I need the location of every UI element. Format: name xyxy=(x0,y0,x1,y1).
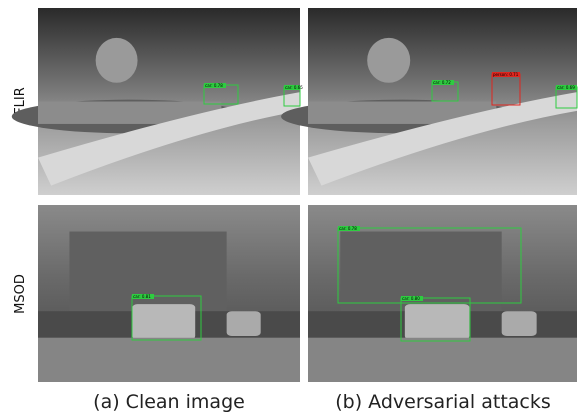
det-label: car: 0.80 xyxy=(402,296,420,301)
image xyxy=(281,8,577,195)
det-label: car: 0.78 xyxy=(339,226,357,231)
figure: FLIR MSOD car: 0.78 car: 0.65 car: 0.72 … xyxy=(0,0,583,418)
row-label: MSOD xyxy=(13,274,28,314)
det-label: car: 0.65 xyxy=(285,85,303,90)
image xyxy=(308,205,577,382)
image xyxy=(38,205,300,382)
det-label: person: 0.71 xyxy=(493,72,519,77)
det-label: car: 0.72 xyxy=(433,80,451,85)
det-label: car: 0.81 xyxy=(133,294,151,299)
caption: (a) Clean image xyxy=(93,391,245,413)
image xyxy=(12,8,300,195)
det-label: car: 0.69 xyxy=(557,85,575,90)
det-label: car: 0.78 xyxy=(205,83,223,88)
caption: (b) Adversarial attacks xyxy=(335,391,551,413)
